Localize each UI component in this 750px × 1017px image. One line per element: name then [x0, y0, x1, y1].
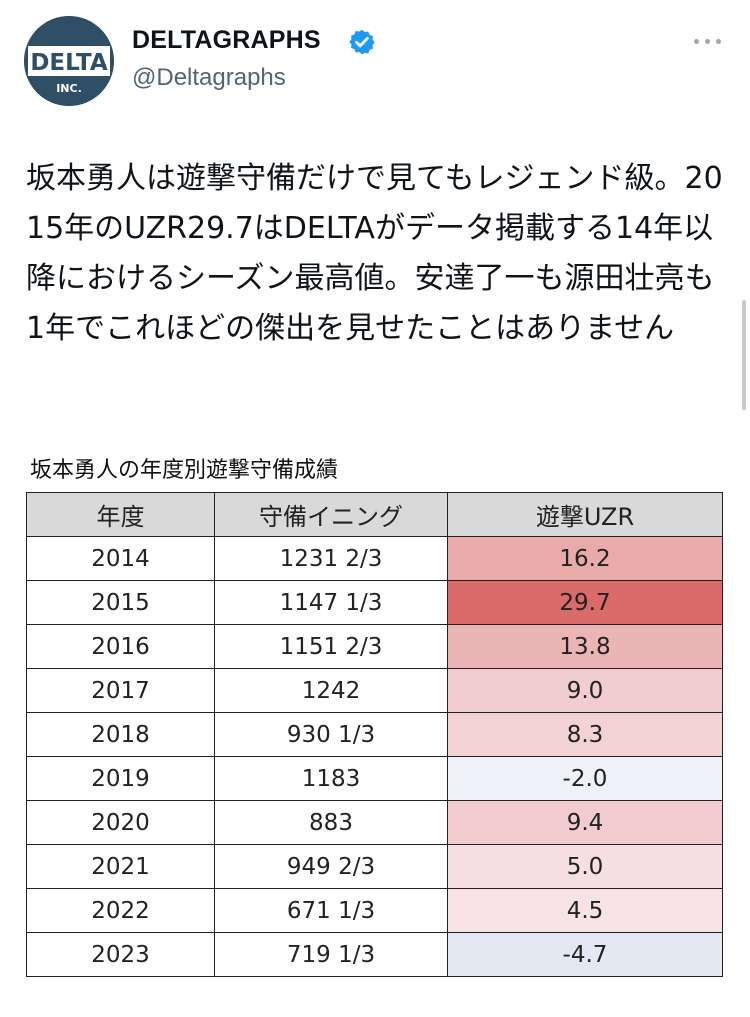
table-row: 2015 1147 1/3 29.7: [26, 580, 723, 625]
cell-uzr: 13.8: [447, 624, 723, 669]
cell-innings: 949 2/3: [214, 844, 448, 889]
cell-year: 2021: [26, 844, 215, 889]
verified-badge-icon: [349, 29, 375, 55]
cell-innings: 1231 2/3: [214, 536, 448, 581]
table-row: 2022 671 1/3 4.5: [26, 888, 723, 933]
cell-year: 2014: [26, 536, 215, 581]
cell-year: 2020: [26, 800, 215, 845]
more-options-button[interactable]: [688, 26, 728, 56]
cell-uzr: -4.7: [447, 932, 723, 977]
cell-uzr: 9.4: [447, 800, 723, 845]
cell-innings: 1151 2/3: [214, 624, 448, 669]
avatar[interactable]: DELTA INC.: [24, 16, 114, 106]
table-caption: 坂本勇人の年度別遊撃守備成績: [30, 458, 339, 483]
uzr-table: 年度 守備イニング 遊撃UZR 2014 1231 2/3 16.2 2015 1147…: [26, 492, 723, 977]
delta-logo-icon: DELTA INC.: [24, 16, 114, 106]
cell-year: 2019: [26, 756, 215, 801]
table-row: 2019 1183 -2.0: [26, 756, 723, 801]
cell-uzr: 4.5: [447, 888, 723, 933]
tweet-text: 坂本勇人は遊撃守備だけで見てもレジェンド級。2015年のUZR29.7はDELT…: [26, 161, 723, 346]
more-dot-icon: [705, 39, 710, 44]
header-uzr: 遊撃UZR: [447, 492, 723, 537]
table-row: 2016 1151 2/3 13.8: [26, 624, 723, 669]
user-handle[interactable]: @Deltagraphs: [132, 64, 286, 91]
cell-uzr: 16.2: [447, 536, 723, 581]
cell-year: 2016: [26, 624, 215, 669]
table-row: 2023 719 1/3 -4.7: [26, 932, 723, 977]
cell-year: 2023: [26, 932, 215, 977]
cell-innings: 1147 1/3: [214, 580, 448, 625]
header-innings: 守備イニング: [214, 492, 448, 537]
cell-year: 2015: [26, 580, 215, 625]
cell-year: 2017: [26, 668, 215, 713]
table-row: 2017 1242 9.0: [26, 668, 723, 713]
more-dot-icon: [694, 39, 699, 44]
cell-innings: 1183: [214, 756, 448, 801]
cell-innings: 719 1/3: [214, 932, 448, 977]
cell-uzr: 5.0: [447, 844, 723, 889]
cell-uzr: 8.3: [447, 712, 723, 757]
cell-year: 2018: [26, 712, 215, 757]
cell-uzr: 9.0: [447, 668, 723, 713]
cell-innings: 1242: [214, 668, 448, 713]
cell-innings: 930 1/3: [214, 712, 448, 757]
cell-year: 2022: [26, 888, 215, 933]
cell-innings: 883: [214, 800, 448, 845]
tweet-header: DELTA INC. DELTAGRAPHS @Deltagraphs: [0, 0, 750, 130]
table-row: 2021 949 2/3 5.0: [26, 844, 723, 889]
table-row: 2018 930 1/3 8.3: [26, 712, 723, 757]
cell-uzr: 29.7: [447, 580, 723, 625]
more-dot-icon: [716, 39, 721, 44]
table-row: 2014 1231 2/3 16.2: [26, 536, 723, 581]
scrollbar[interactable]: [742, 300, 746, 410]
display-name[interactable]: DELTAGRAPHS: [132, 26, 321, 54]
table-header-row: 年度 守備イニング 遊撃UZR: [26, 492, 723, 537]
avatar-logo-text: DELTA: [30, 50, 108, 76]
cell-innings: 671 1/3: [214, 888, 448, 933]
table-row: 2020 883 9.4: [26, 800, 723, 845]
avatar-logo-subtext: INC.: [56, 82, 82, 95]
header-year: 年度: [26, 492, 215, 537]
cell-uzr: -2.0: [447, 756, 723, 801]
